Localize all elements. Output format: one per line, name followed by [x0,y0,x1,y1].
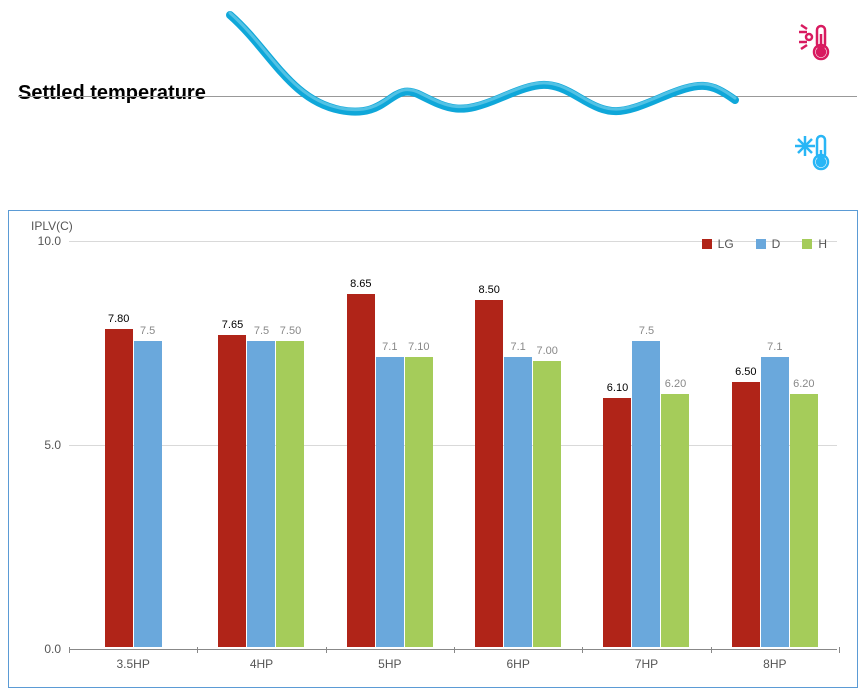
x-tick-mark [69,647,70,653]
cold-thermometer-icon [793,130,837,179]
legend-item-lg: LG [702,237,734,251]
bar-value-label: 7.5 [140,325,155,337]
bar-d [134,341,162,647]
bar-d [632,341,660,647]
bar-h [405,357,433,647]
legend-swatch [802,239,812,249]
x-tick-label: 4HP [250,657,273,671]
bar-lg [105,329,133,647]
legend-swatch [702,239,712,249]
legend-swatch [756,239,766,249]
y-tick-label: 5.0 [44,438,61,452]
bar-value-label: 7.50 [280,325,301,337]
plot-area: 0.05.010.07.807.53.5HP7.657.57.504HP8.65… [69,241,837,647]
x-tick-label: 6HP [506,657,529,671]
bar-value-label: 6.20 [793,378,814,390]
legend-label: H [818,237,827,251]
page-title: Settled temperature [18,82,206,105]
bar-value-label: 6.10 [607,382,628,394]
x-tick-mark [197,647,198,653]
bar-group: 6.50 7.1 6.20 [711,241,839,647]
bar-h [790,394,818,647]
legend-item-d: D [756,237,781,251]
bar-value-label: 7.80 [108,313,129,325]
hot-thermometer-icon [793,20,837,69]
legend-item-h: H [802,237,827,251]
bar-group: 6.10 7.5 6.20 [582,241,710,647]
bar-lg [475,300,503,647]
bar-d [761,357,789,647]
bar-group: 8.50 7.1 7.00 [454,241,582,647]
bar-lg [347,294,375,647]
bar-h [533,361,561,647]
gridline [69,649,837,650]
chart-legend: LG D H [702,237,827,251]
bar-group: 7.65 7.5 7.50 [197,241,325,647]
x-tick-mark [839,647,840,653]
x-tick-mark [454,647,455,653]
bar-lg [603,398,631,647]
bar-h [661,394,689,647]
bar-value-label: 7.1 [382,341,397,353]
x-tick-label: 7HP [635,657,658,671]
bar-value-label: 7.00 [536,345,557,357]
legend-label: D [772,237,781,251]
bar-value-label: 8.50 [478,284,499,296]
bar-value-label: 8.65 [350,278,371,290]
bar-value-label: 6.20 [665,378,686,390]
bar-lg [732,382,760,647]
legend-label: LG [718,237,734,251]
bar-d [504,357,532,647]
iplv-bar-chart: IPLV(C) 0.0 5.0 10.0 7.80 7.5 3.5HP 7.65 7.5 7.5… [8,210,858,688]
bar-d [247,341,275,647]
bar-value-label: 7.65 [222,319,243,331]
y-tick-label: 0.0 [44,642,61,656]
bar-h [276,341,304,647]
bar-group: 8.65 7.1 7.10 [326,241,454,647]
x-tick-label: 3.5HP [116,657,149,671]
y-axis-label: IPLV(C) [31,219,73,233]
bar-value-label: 7.10 [408,341,429,353]
x-tick-mark [711,647,712,653]
x-tick-label: 5HP [378,657,401,671]
bar-value-label: 7.1 [511,341,526,353]
bar-value-label: 7.5 [639,325,654,337]
temperature-wave-curve [220,10,750,140]
bar-lg [218,335,246,647]
bar-value-label: 7.1 [767,341,782,353]
x-tick-label: 8HP [763,657,786,671]
header-region: Settled temperature [0,0,867,200]
bar-value-label: 6.50 [735,366,756,378]
bar-group: 7.80 7.5 [69,241,197,647]
x-tick-mark [582,647,583,653]
bar-d [376,357,404,647]
bar-value-label: 7.5 [254,325,269,337]
x-tick-mark [326,647,327,653]
y-tick-label: 10.0 [38,234,61,248]
